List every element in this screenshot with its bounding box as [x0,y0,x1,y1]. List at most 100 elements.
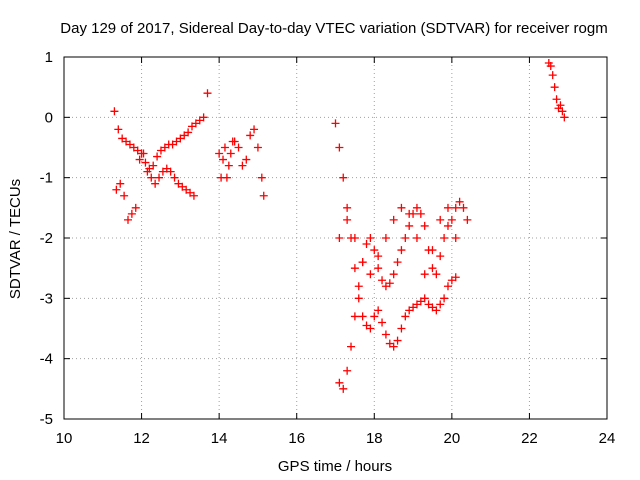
data-point [405,209,414,218]
data-point [451,273,460,282]
data-point [250,125,259,134]
x-tick-label: 14 [211,430,228,447]
series-arc-4 [331,119,460,351]
data-point [451,234,460,242]
data-point [135,155,144,164]
data-point [234,143,243,152]
data-point [378,276,387,285]
data-point [428,246,437,255]
x-tick-label: 18 [366,430,383,447]
data-point [374,264,383,273]
data-point [151,179,160,188]
y-tick-label: -4 [40,351,53,368]
x-tick-label: 20 [444,430,461,447]
data-point [224,161,233,170]
data-point [139,149,148,158]
data-point [242,155,251,164]
data-point [358,258,367,267]
chart-title: Day 129 of 2017, Sidereal Day-to-day VTE… [60,20,607,37]
data-point [381,330,390,339]
data-point [412,203,421,212]
data-point [253,143,262,152]
data-point [358,312,367,321]
y-tick-label: 0 [45,109,53,126]
data-point [147,173,156,182]
data-point [432,306,441,315]
data-point [374,252,383,261]
y-axis-label: SDTVAR / TECUs [7,179,24,299]
x-tick-label: 10 [56,430,73,447]
y-tick-label: -1 [40,170,53,187]
data-point [343,203,352,212]
data-point [335,143,344,152]
data-point [440,234,449,242]
data-point [556,101,565,110]
data-point [335,234,344,242]
data-point [455,197,464,206]
data-point [370,312,379,321]
data-point [141,158,150,167]
data-point [389,215,398,224]
data-point [222,173,231,182]
data-point [385,279,394,288]
data-point [546,62,555,71]
data-point [343,215,352,224]
data-point [350,312,359,321]
data-point [459,203,468,212]
data-point [436,215,445,224]
data-point [389,342,398,351]
data-point [397,324,406,333]
data-point [397,246,406,255]
data-point [560,113,569,122]
data-point [143,167,152,176]
data-point [393,336,402,345]
data-point [220,143,229,152]
data-point [550,83,559,92]
data-point [432,270,441,279]
data-point [420,221,429,230]
x-tick-label: 22 [521,430,538,447]
data-point [397,203,406,212]
data-point [203,89,212,98]
data-point [366,324,375,333]
data-point [366,270,375,279]
y-tick-label: -3 [40,290,53,307]
data-point [393,258,402,267]
data-point [447,215,456,224]
data-point [123,215,132,224]
data-point [416,209,425,218]
data-point [366,234,375,242]
data-point [412,234,421,242]
data-point [153,152,162,161]
data-point [374,306,383,315]
y-tick-label: 1 [45,49,53,66]
series-arc-2 [112,149,198,224]
data-point [184,128,193,137]
data-point [215,149,224,158]
data-point [120,191,129,200]
data-point [350,264,359,273]
data-point [436,252,445,261]
data-point [405,221,414,230]
data-point [343,366,352,375]
x-axis-label: GPS time / hours [278,458,392,475]
data-point [548,71,557,80]
x-tick-label: 24 [599,430,616,447]
data-point [362,240,371,249]
data-point [331,119,340,128]
y-tick-label: -2 [40,230,53,247]
data-point [443,203,452,212]
data-point [199,113,208,122]
data-point [110,107,119,116]
data-point [558,107,567,116]
data-point [350,234,359,242]
x-tick-label: 12 [133,430,150,447]
data-point [420,270,429,279]
data-point [401,312,410,321]
data-point [259,191,268,200]
y-tick-label: -5 [40,411,53,428]
data-point [440,294,449,303]
data-point [219,155,228,164]
data-point [443,282,452,291]
